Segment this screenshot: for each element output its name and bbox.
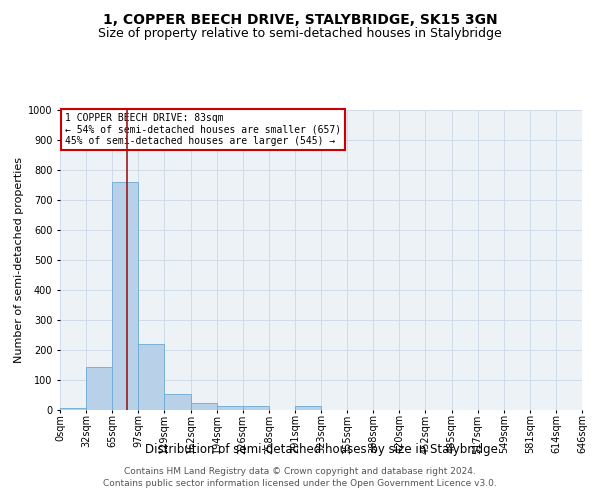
Bar <box>112 182 139 410</box>
Text: 1 COPPER BEECH DRIVE: 83sqm
← 54% of semi-detached houses are smaller (657)
45% : 1 COPPER BEECH DRIVE: 83sqm ← 54% of sem… <box>65 113 341 146</box>
Text: Distribution of semi-detached houses by size in Stalybridge: Distribution of semi-detached houses by … <box>145 442 497 456</box>
Bar <box>191 402 217 410</box>
Bar <box>217 406 243 410</box>
Bar <box>60 408 86 410</box>
Text: Size of property relative to semi-detached houses in Stalybridge: Size of property relative to semi-detach… <box>98 28 502 40</box>
Bar <box>86 366 112 410</box>
Bar <box>295 406 321 410</box>
Text: 1, COPPER BEECH DRIVE, STALYBRIDGE, SK15 3GN: 1, COPPER BEECH DRIVE, STALYBRIDGE, SK15… <box>103 12 497 26</box>
Bar <box>139 344 164 410</box>
Y-axis label: Number of semi-detached properties: Number of semi-detached properties <box>14 157 23 363</box>
Text: Contains public sector information licensed under the Open Government Licence v3: Contains public sector information licen… <box>103 478 497 488</box>
Bar <box>243 406 269 410</box>
Bar <box>164 394 191 410</box>
Text: Contains HM Land Registry data © Crown copyright and database right 2024.: Contains HM Land Registry data © Crown c… <box>124 467 476 476</box>
